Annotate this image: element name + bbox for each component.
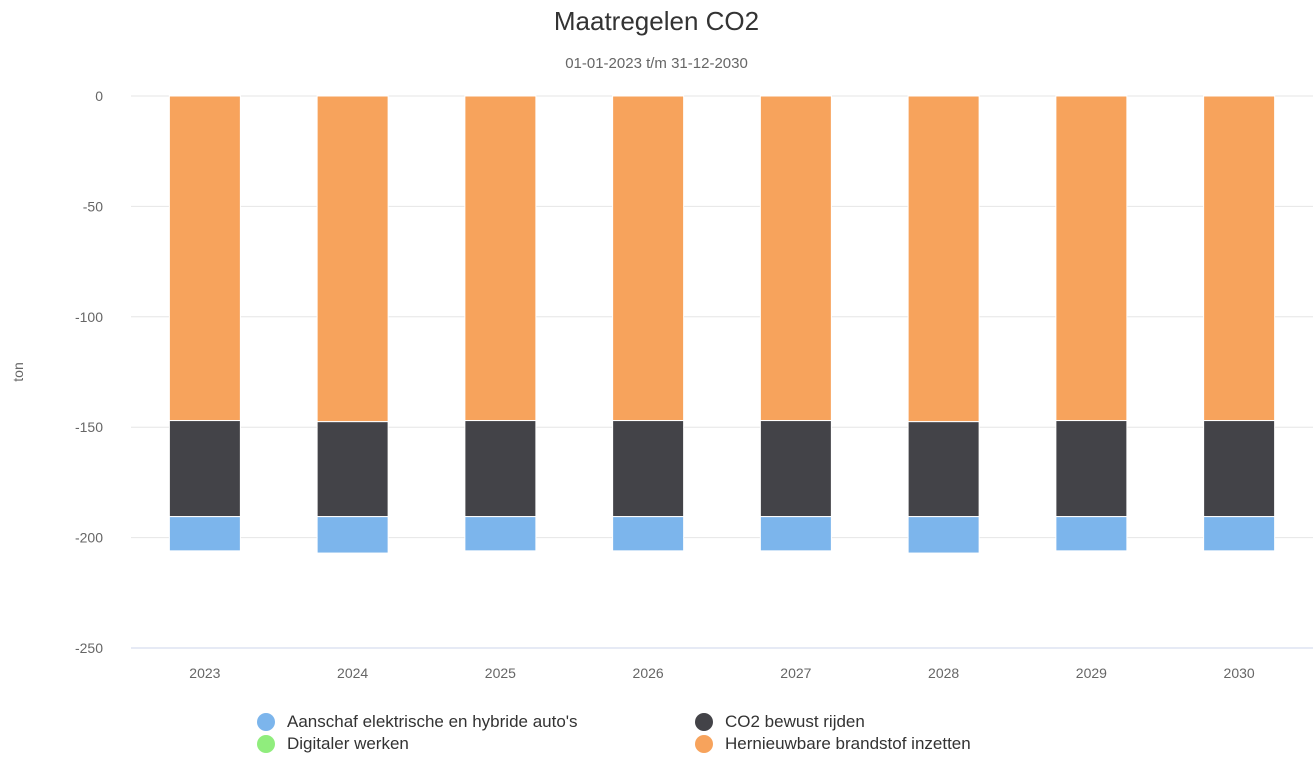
y-tick-label: -50 [83,198,103,214]
chart-legend: Aanschaf elektrische en hybride auto's CO… [0,712,1313,760]
bar-segment [1055,420,1128,518]
legend-marker [257,713,275,731]
bar-segment [464,420,537,518]
bar-segment [464,95,537,422]
bar-segment [316,421,389,518]
y-tick-label: 0 [95,88,103,104]
bar-segment [168,516,241,552]
bar-segment [612,420,685,518]
bar-segment [1203,516,1276,552]
bar-segment [907,421,980,518]
bar-segment [168,95,241,422]
legend-marker [695,735,713,753]
y-tick-label: -250 [75,640,103,656]
bar-segment [316,95,389,423]
legend-label: Hernieuwbare brandstof inzetten [725,734,971,753]
bar-segment [168,420,241,518]
bar-segment [1055,95,1128,422]
bar-segment [612,95,685,422]
bar-segment [759,516,832,552]
x-tick-label: 2028 [928,665,959,681]
legend-marker [695,713,713,731]
y-tick-label: -200 [75,530,103,546]
y-tick-label: -100 [75,309,103,325]
legend-label: Aanschaf elektrische en hybride auto's [287,712,578,731]
bar-segment [316,516,389,554]
bar-segment [464,516,537,552]
stacked-bar-chart: 0 -50 -100 -150 -200 -250 ton 2023 2024 2025 2026 2… [10,88,1313,681]
bar-segment [1203,420,1276,518]
y-tick-label: -150 [75,419,103,435]
y-axis-title: ton [10,362,26,381]
bar-segment [907,516,980,554]
legend-item[interactable]: CO2 bewust rijden [695,712,865,732]
x-tick-label: 2026 [633,665,664,681]
legend-item[interactable]: Aanschaf elektrische en hybride auto's [257,712,578,732]
bar-segment [1203,95,1276,422]
x-tick-label: 2029 [1076,665,1107,681]
bar-segment [759,420,832,518]
x-tick-label: 2027 [780,665,811,681]
bar-segment [907,95,980,423]
bar-segment [1055,516,1128,552]
legend-label: CO2 bewust rijden [725,712,865,731]
x-tick-label: 2023 [189,665,220,681]
legend-label: Digitaler werken [287,734,409,753]
bar-segment [612,516,685,552]
x-tick-label: 2024 [337,665,368,681]
x-tick-label: 2030 [1224,665,1255,681]
bar-segment [759,95,832,422]
legend-marker [257,735,275,753]
chart-title: Maatregelen CO2 [553,6,760,36]
x-tick-label: 2025 [485,665,516,681]
legend-item[interactable]: Hernieuwbare brandstof inzetten [695,734,971,754]
legend-item[interactable]: Digitaler werken [257,734,409,754]
chart-subtitle: 01-01-2023 t/m 31-12-2030 [565,55,748,72]
